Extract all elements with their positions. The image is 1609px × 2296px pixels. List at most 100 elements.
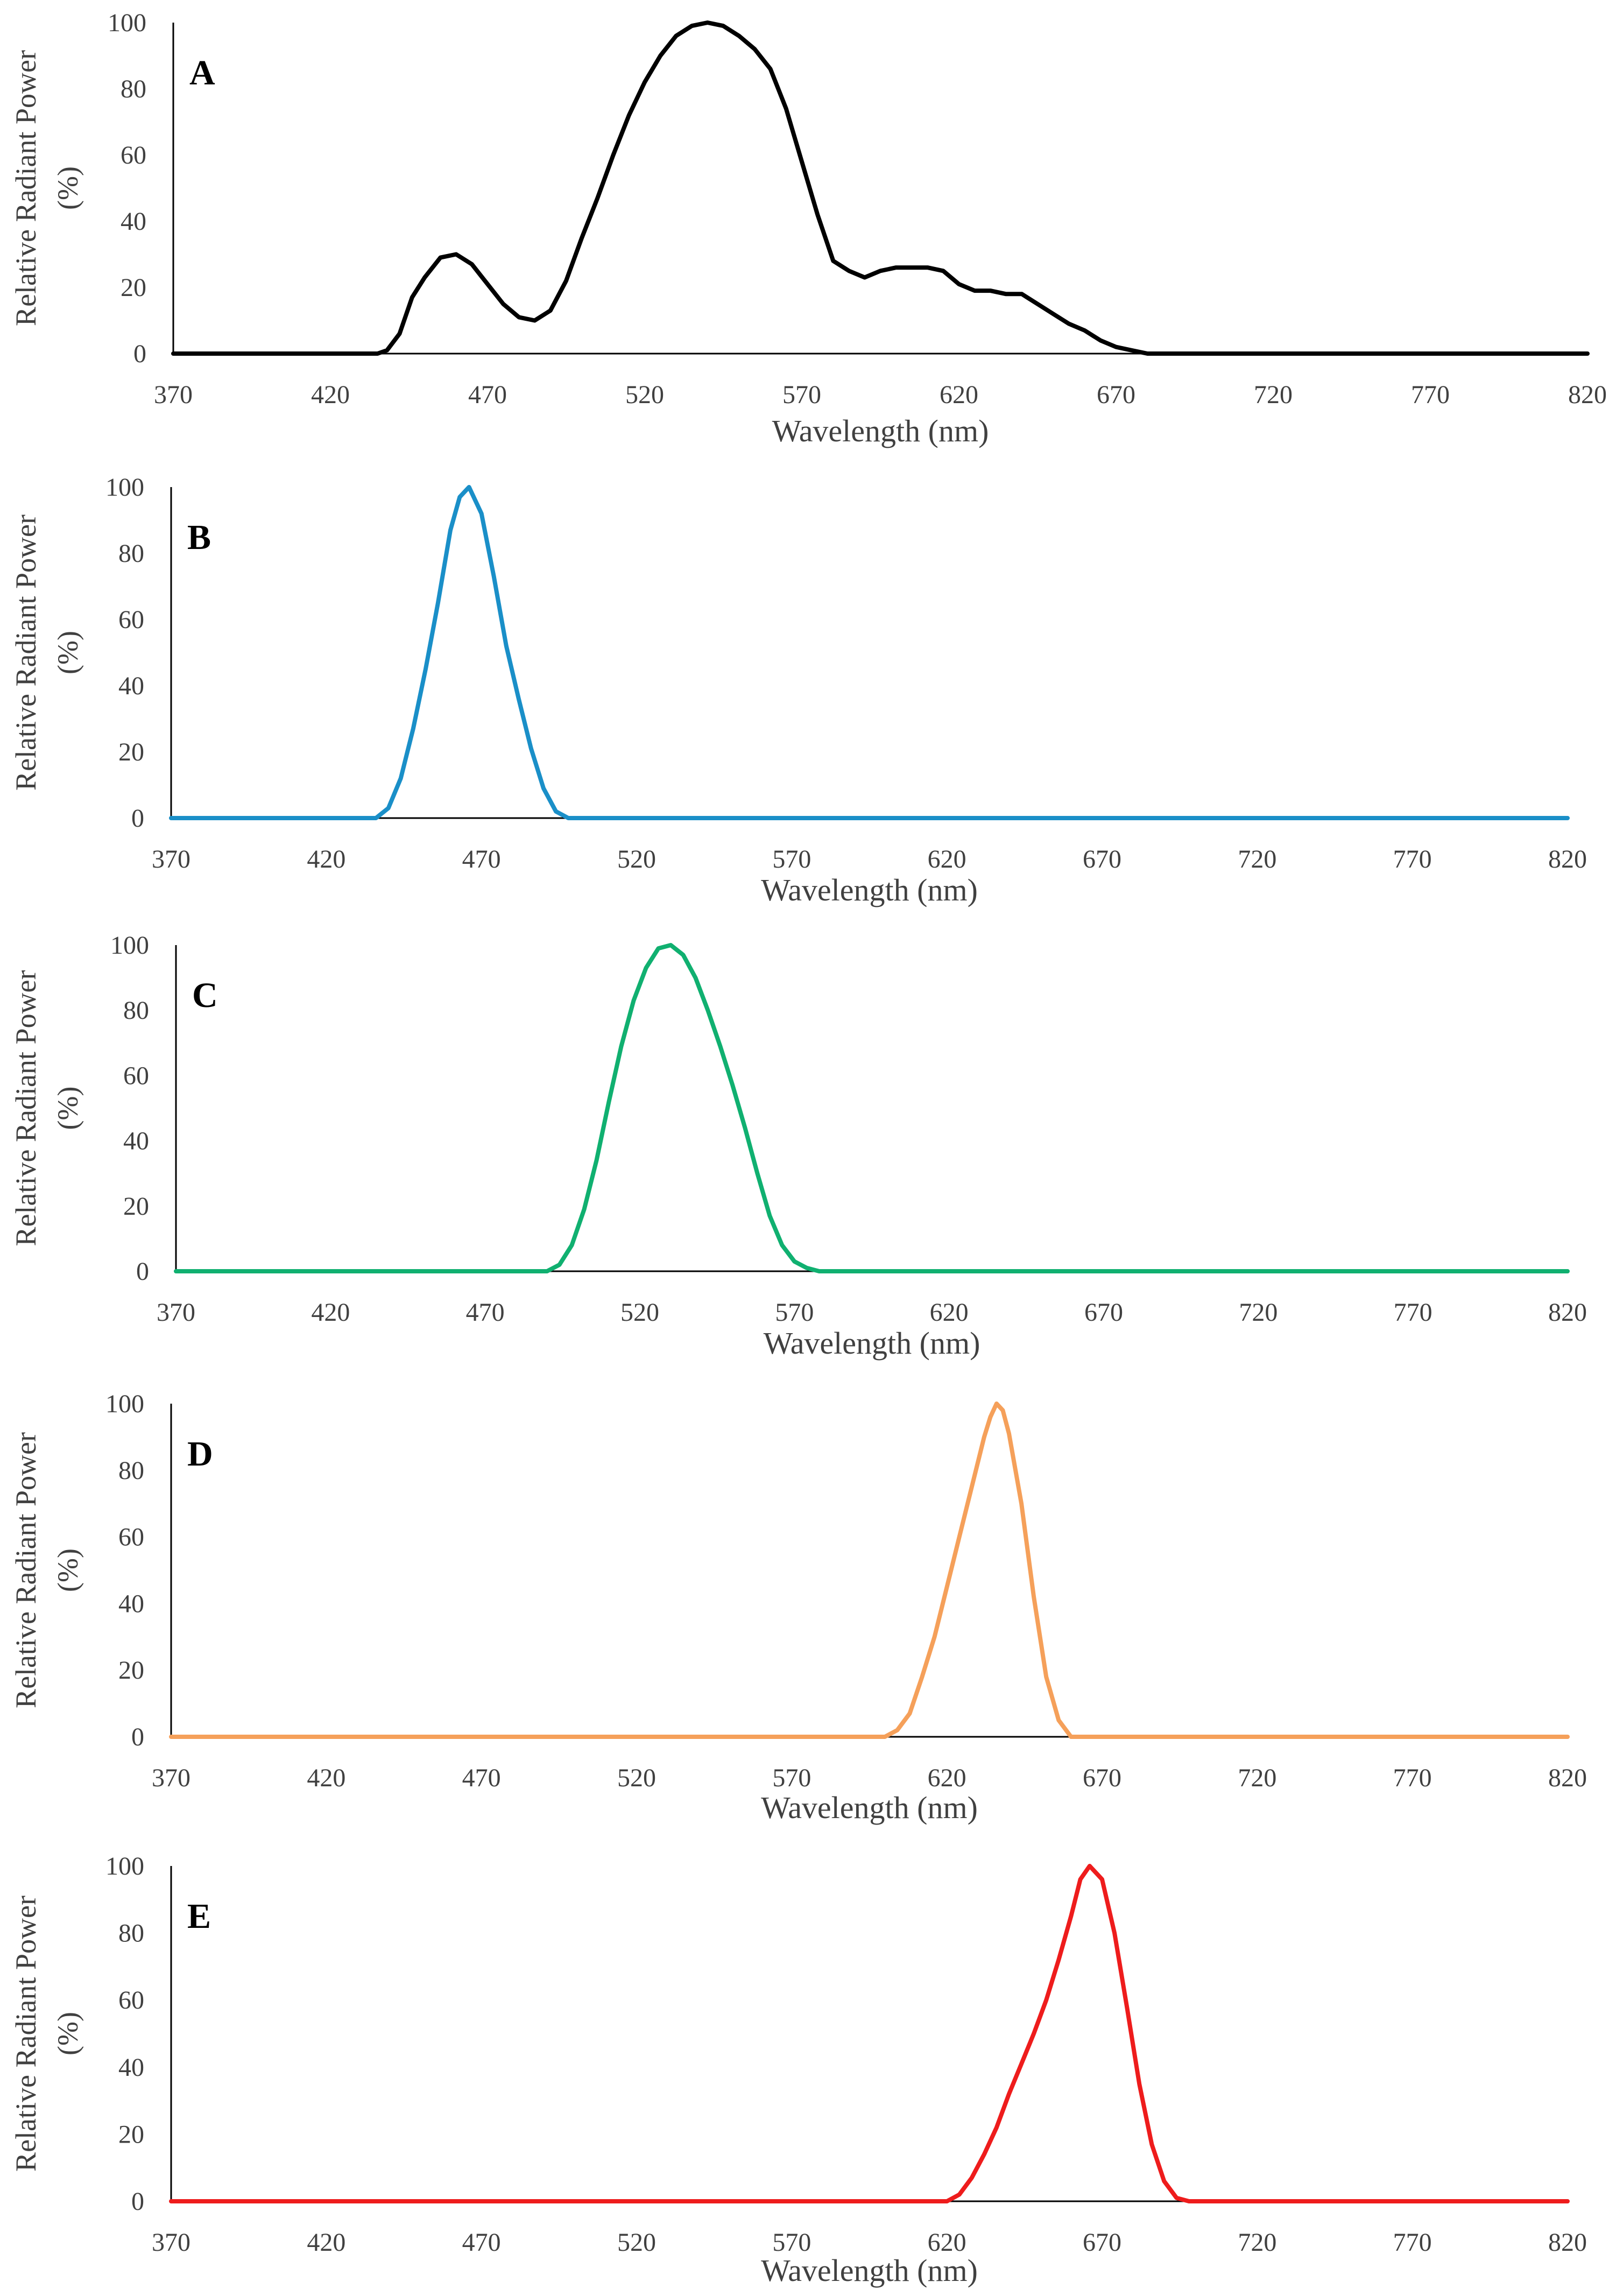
y-tick-label: 40 bbox=[123, 1127, 149, 1156]
x-tick-label: 620 bbox=[928, 1764, 966, 1792]
y-tick-label: 100 bbox=[105, 473, 144, 502]
x-tick-label: 520 bbox=[617, 1764, 656, 1792]
x-tick-label: 720 bbox=[1238, 1764, 1276, 1792]
x-tick-label: 520 bbox=[617, 2228, 656, 2257]
x-tick-label: 770 bbox=[1393, 845, 1432, 874]
series-line-green bbox=[174, 943, 1570, 1273]
x-tick-label: 570 bbox=[772, 1764, 811, 1792]
panel-label: D bbox=[187, 1434, 213, 1474]
y-tick-label: 60 bbox=[118, 605, 144, 634]
chart-panel-a: 0 20 40 60 80 100 370 420 470 520 570 620 670 720 770 8… bbox=[10, 9, 1607, 448]
x-tick-label: 670 bbox=[1097, 381, 1135, 409]
y-tick-label: 0 bbox=[131, 804, 144, 833]
y-tick-label: 0 bbox=[136, 1257, 149, 1286]
x-tick-label: 670 bbox=[1084, 1298, 1123, 1327]
x-tick-label: 620 bbox=[928, 2228, 966, 2257]
y-tick-label: 60 bbox=[118, 1523, 144, 1552]
x-tick-label: 470 bbox=[466, 1298, 505, 1327]
x-tick-label: 770 bbox=[1393, 2228, 1432, 2257]
x-tick-label: 370 bbox=[152, 845, 190, 874]
y-tick-label: 80 bbox=[123, 996, 149, 1025]
y-axis-label-unit: (%) bbox=[52, 1087, 84, 1130]
chart-panel-c: 0 20 40 60 80 100 370 420 470 520 570 620 670 720 770 8… bbox=[10, 931, 1587, 1361]
series-line-broadband bbox=[171, 20, 1590, 356]
y-axis-label: Relative Radiant Power bbox=[10, 1432, 42, 1708]
y-axis-label: Relative Radiant Power bbox=[10, 50, 42, 326]
series-line-orange bbox=[169, 1401, 1570, 1739]
y-tick-label: 80 bbox=[118, 539, 144, 568]
x-tick-label: 620 bbox=[930, 1298, 969, 1327]
x-tick-label: 820 bbox=[1548, 1298, 1587, 1327]
y-tick-label: 100 bbox=[105, 1390, 144, 1418]
y-tick-label: 100 bbox=[105, 1852, 144, 1881]
chart-panel-b: 0 20 40 60 80 100 370 420 470 520 570 620 670 720 770 8… bbox=[10, 473, 1587, 907]
x-tick-label: 570 bbox=[782, 381, 821, 409]
x-tick-label: 470 bbox=[462, 845, 501, 874]
chart-panel-e: 0 20 40 60 80 100 370 420 470 520 570 620 670 720 770 8… bbox=[10, 1852, 1587, 2288]
y-tick-label: 0 bbox=[133, 340, 146, 368]
y-tick-label: 40 bbox=[118, 1589, 144, 1618]
x-tick-label: 470 bbox=[462, 1764, 501, 1792]
x-axis-label: Wavelength (nm) bbox=[761, 1790, 978, 1825]
y-axis-label: Relative Radiant Power bbox=[10, 1896, 42, 2172]
y-tick-label: 60 bbox=[121, 141, 146, 170]
y-axis-label: Relative Radiant Power bbox=[10, 515, 42, 791]
x-tick-label: 370 bbox=[157, 1298, 195, 1327]
y-tick-label: 100 bbox=[108, 9, 146, 37]
x-tick-label: 720 bbox=[1239, 1298, 1278, 1327]
y-tick-label: 20 bbox=[118, 738, 144, 766]
x-tick-label: 820 bbox=[1568, 381, 1607, 409]
panel-label: E bbox=[187, 1897, 211, 1936]
y-tick-label: 40 bbox=[118, 2053, 144, 2082]
x-tick-label: 570 bbox=[775, 1298, 814, 1327]
x-tick-label: 670 bbox=[1083, 1764, 1121, 1792]
x-tick-label: 770 bbox=[1411, 381, 1450, 409]
x-tick-label: 770 bbox=[1394, 1298, 1432, 1327]
x-tick-label: 570 bbox=[772, 845, 811, 874]
y-tick-label: 100 bbox=[110, 931, 149, 960]
x-tick-label: 820 bbox=[1548, 2228, 1587, 2257]
y-axis-label-unit: (%) bbox=[52, 1548, 84, 1592]
panel-label: C bbox=[192, 976, 218, 1015]
x-tick-label: 820 bbox=[1548, 845, 1587, 874]
y-tick-label: 20 bbox=[118, 1656, 144, 1685]
y-axis-label-unit: (%) bbox=[52, 166, 84, 210]
x-tick-label: 620 bbox=[940, 381, 978, 409]
x-tick-label: 420 bbox=[307, 2228, 345, 2257]
x-tick-label: 470 bbox=[462, 2228, 501, 2257]
x-tick-label: 720 bbox=[1254, 381, 1293, 409]
x-tick-label: 770 bbox=[1393, 1764, 1432, 1792]
x-tick-label: 520 bbox=[620, 1298, 659, 1327]
x-axis-label: Wavelength (nm) bbox=[761, 872, 978, 907]
panel-label: A bbox=[189, 53, 215, 93]
y-tick-label: 80 bbox=[118, 1919, 144, 1948]
y-tick-label: 20 bbox=[121, 273, 146, 302]
y-tick-label: 40 bbox=[121, 207, 146, 236]
y-axis-label: Relative Radiant Power bbox=[10, 970, 42, 1246]
x-tick-label: 720 bbox=[1238, 845, 1276, 874]
x-tick-label: 470 bbox=[468, 381, 507, 409]
x-tick-label: 420 bbox=[307, 845, 345, 874]
x-tick-label: 620 bbox=[928, 845, 966, 874]
y-axis-label-unit: (%) bbox=[52, 631, 84, 674]
x-tick-label: 720 bbox=[1238, 2228, 1276, 2257]
x-tick-label: 520 bbox=[625, 381, 664, 409]
x-tick-label: 520 bbox=[617, 845, 656, 874]
x-tick-label: 420 bbox=[311, 381, 350, 409]
y-tick-label: 0 bbox=[131, 2187, 144, 2216]
x-tick-label: 370 bbox=[152, 2228, 190, 2257]
y-tick-label: 0 bbox=[131, 1723, 144, 1751]
y-tick-label: 60 bbox=[118, 1986, 144, 2015]
x-tick-label: 670 bbox=[1083, 845, 1121, 874]
chart-panel-d: 0 20 40 60 80 100 370 420 470 520 570 620 670 720 770 8… bbox=[10, 1390, 1587, 1825]
x-axis-label: Wavelength (nm) bbox=[764, 1326, 980, 1361]
x-tick-label: 370 bbox=[154, 381, 193, 409]
x-axis-label: Wavelength (nm) bbox=[761, 2253, 978, 2288]
x-tick-label: 570 bbox=[772, 2228, 811, 2257]
x-tick-label: 670 bbox=[1083, 2228, 1121, 2257]
series-line-red bbox=[169, 1864, 1570, 2203]
y-tick-label: 60 bbox=[123, 1061, 149, 1090]
y-tick-label: 40 bbox=[118, 672, 144, 700]
y-tick-label: 80 bbox=[118, 1456, 144, 1485]
